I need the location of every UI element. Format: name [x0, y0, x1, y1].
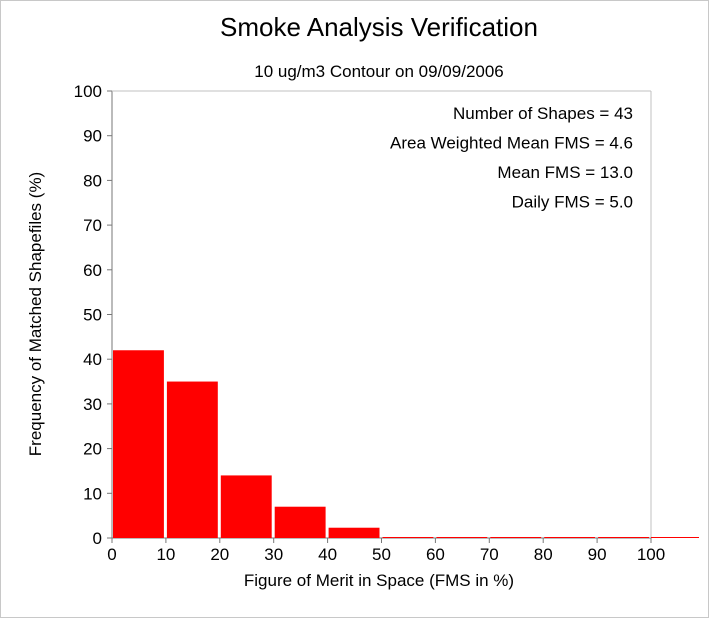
stats-annotation-line: Area Weighted Mean FMS = 4.6 [390, 134, 633, 153]
bars-group [113, 350, 699, 538]
bar-10-20 [166, 381, 218, 538]
stats-annotation-line: Daily FMS = 5.0 [512, 193, 633, 212]
y-tick-label: 80 [83, 171, 102, 190]
y-tick-label: 0 [93, 529, 102, 548]
chart-subtitle: 10 ug/m3 Contour on 09/09/2006 [254, 62, 504, 81]
y-tick-label: 30 [83, 395, 102, 414]
stats-annotations: Number of Shapes = 43 Area Weighted Mean … [390, 104, 633, 212]
y-tick-label: 10 [83, 484, 102, 503]
x-tick-label: 80 [534, 545, 553, 564]
y-tick-label: 100 [74, 82, 102, 101]
y-tick-label: 50 [83, 306, 102, 325]
y-tick-label: 60 [83, 261, 102, 280]
bar-40-50 [328, 527, 380, 538]
x-tick-labels: 0 10 20 30 40 50 60 70 80 90 100 [107, 538, 665, 564]
stats-annotation-line: Number of Shapes = 43 [453, 104, 633, 123]
bar-30-40 [274, 506, 326, 538]
y-axis-label: Frequency of Matched Shapefiles (%) [26, 172, 45, 456]
x-tick-label: 40 [318, 545, 337, 564]
x-tick-label: 60 [426, 545, 445, 564]
x-axis-label: Figure of Merit in Space (FMS in %) [244, 571, 514, 590]
stats-annotation-line: Mean FMS = 13.0 [497, 163, 633, 182]
y-tick-label: 70 [83, 216, 102, 235]
chart-title: Smoke Analysis Verification [220, 12, 538, 42]
x-tick-label: 100 [637, 545, 665, 564]
x-tick-label: 90 [588, 545, 607, 564]
x-tick-label: 20 [210, 545, 229, 564]
y-tick-label: 90 [83, 127, 102, 146]
x-tick-label: 70 [480, 545, 499, 564]
x-tick-label: 0 [107, 545, 116, 564]
bar-20-30 [220, 475, 272, 538]
x-tick-label: 30 [264, 545, 283, 564]
y-tick-labels: 0 10 20 30 40 50 60 70 80 90 100 [74, 82, 112, 548]
x-tick-label: 50 [372, 545, 391, 564]
y-tick-label: 20 [83, 440, 102, 459]
bar-0-10 [113, 350, 164, 538]
y-tick-label: 40 [83, 350, 102, 369]
x-tick-label: 10 [156, 545, 175, 564]
